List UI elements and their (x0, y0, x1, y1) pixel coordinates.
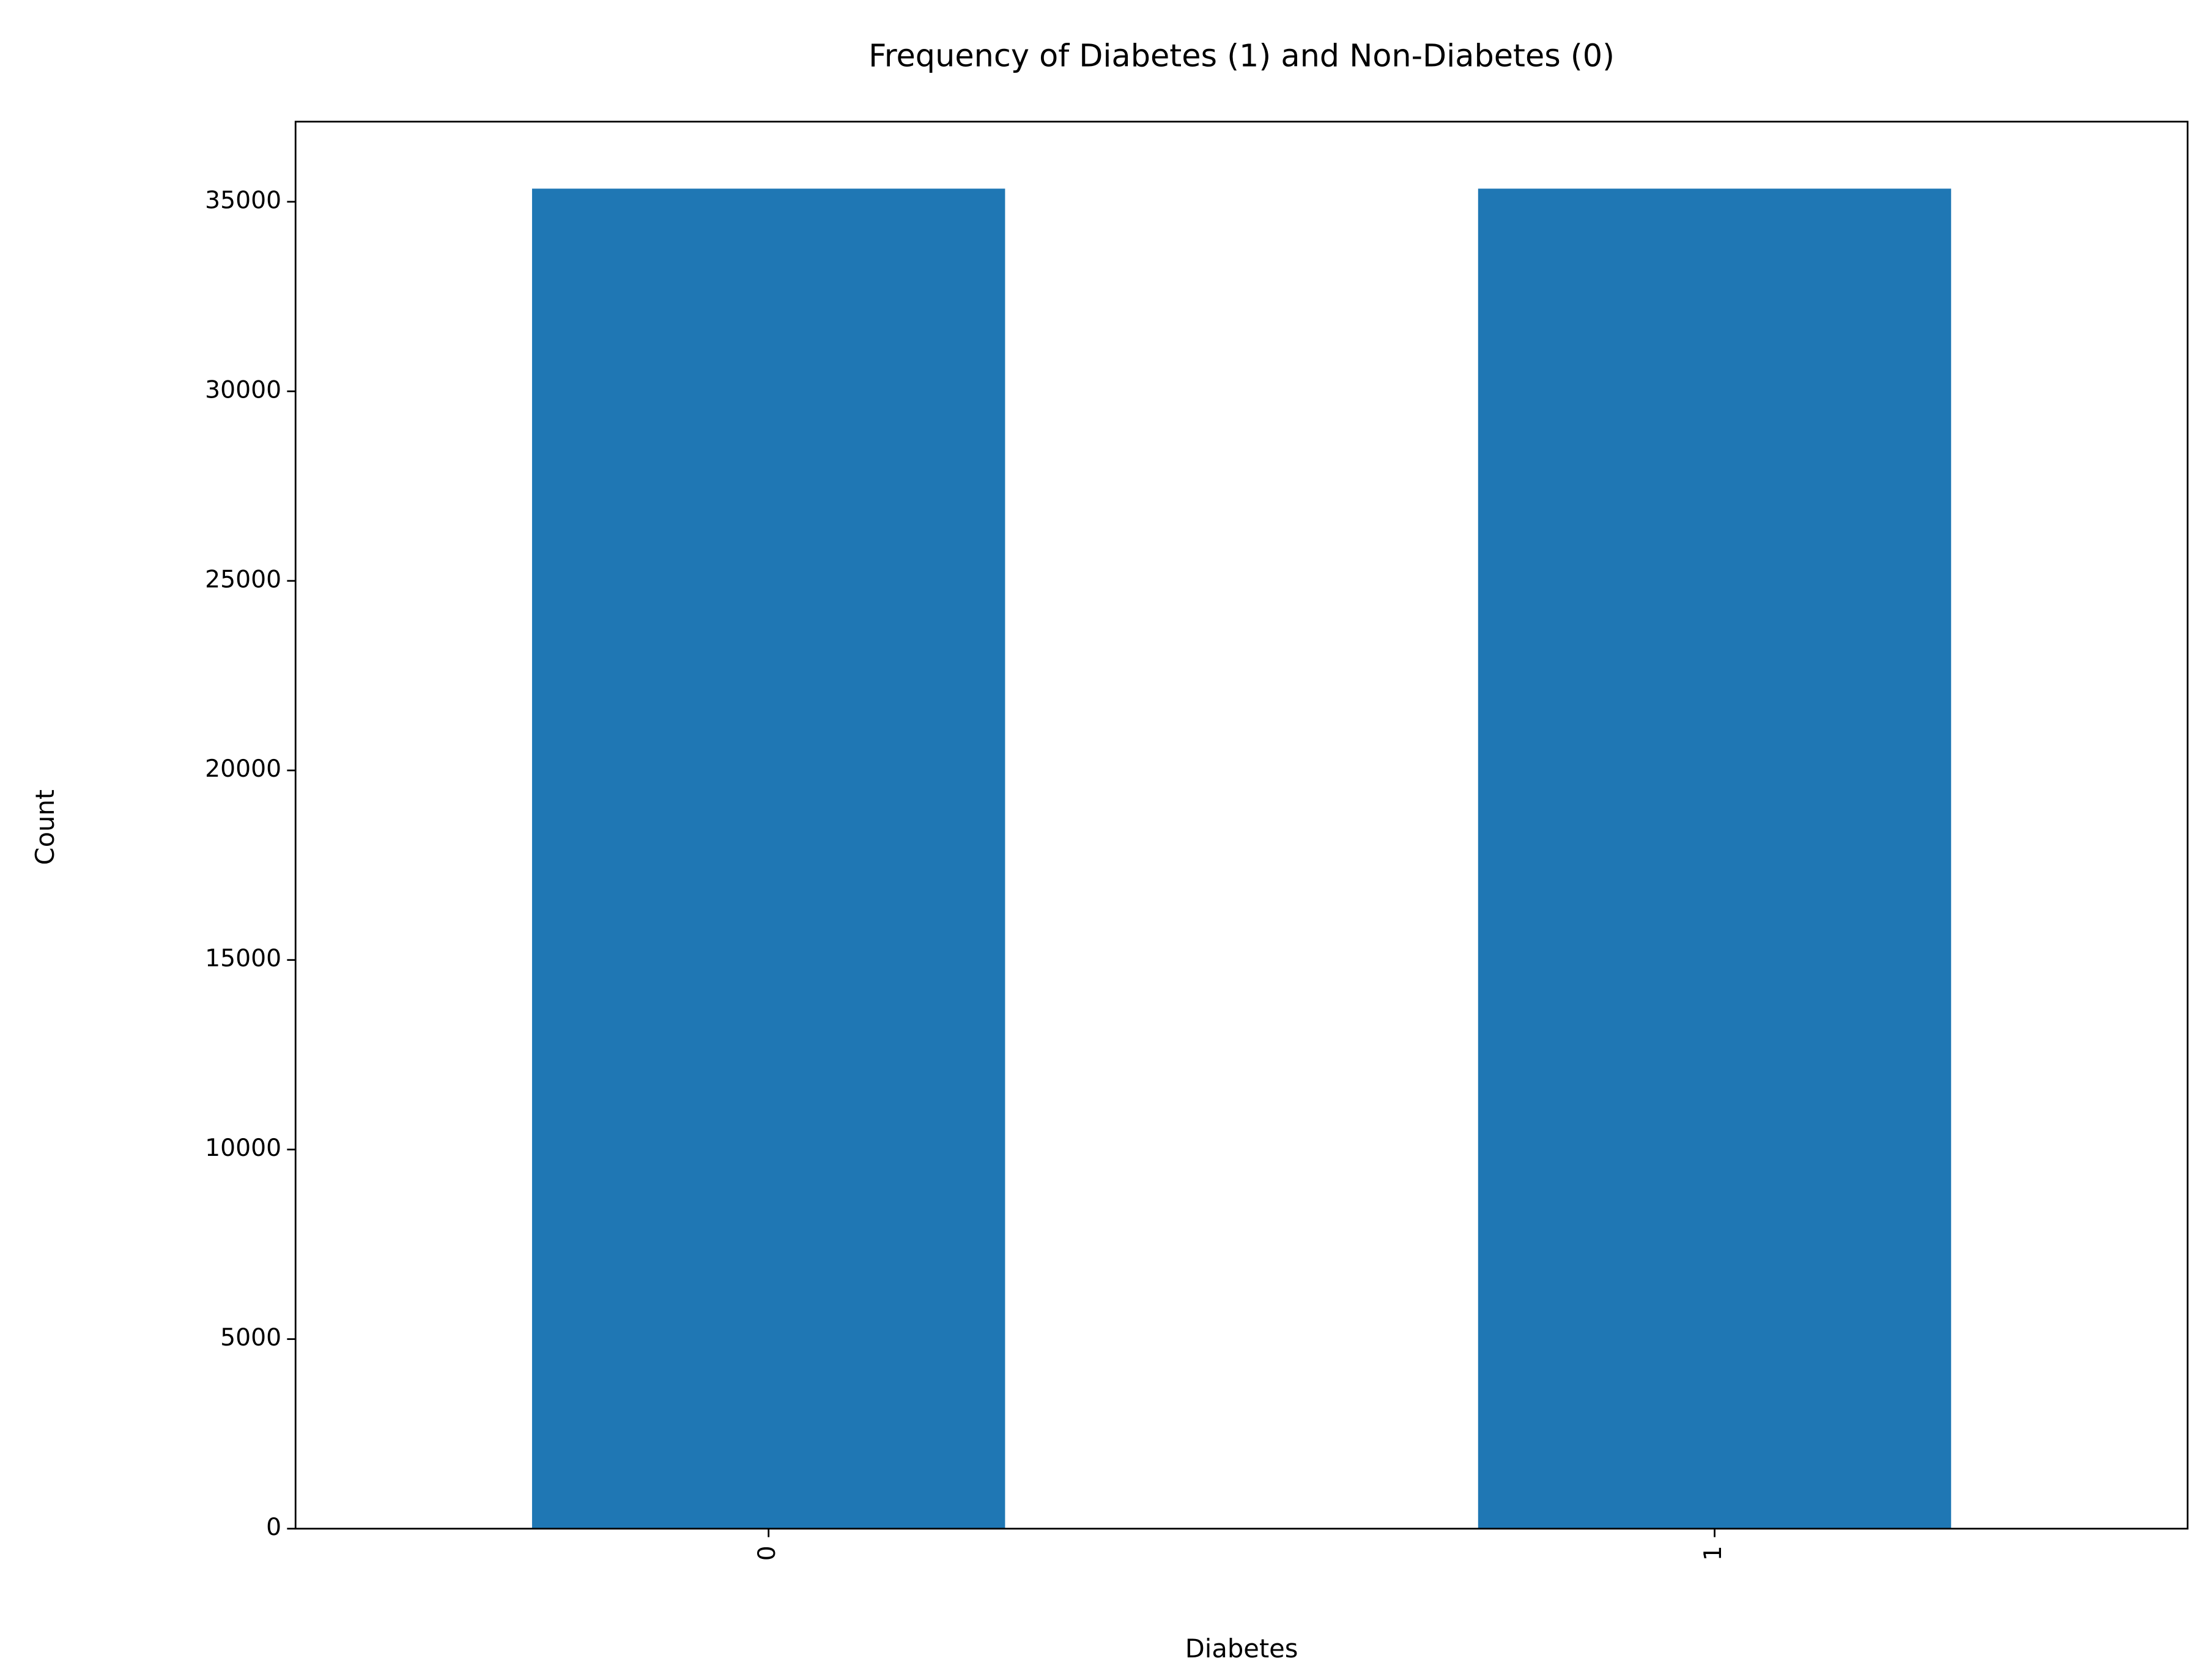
x-tick-label: 1 (1700, 1545, 1727, 1561)
bar (1478, 188, 1952, 1529)
plot-frame (294, 120, 2189, 1530)
y-tick-label: 5000 (220, 1324, 281, 1352)
bar (531, 188, 1005, 1529)
y-axis-label: Count (30, 790, 60, 865)
y-tick-label: 0 (266, 1514, 281, 1541)
y-tick-label: 35000 (205, 187, 281, 214)
y-tick-label: 20000 (205, 755, 281, 783)
y-tick-label: 10000 (205, 1134, 281, 1162)
y-tick-label: 30000 (205, 376, 281, 404)
x-axis-label: Diabetes (1185, 1634, 1298, 1663)
y-tick-label: 15000 (205, 945, 281, 972)
chart-title: Frequency of Diabetes (1) and Non-Diabet… (868, 38, 1615, 74)
y-tick-label: 25000 (205, 566, 281, 593)
x-tick-label: 0 (753, 1545, 781, 1561)
